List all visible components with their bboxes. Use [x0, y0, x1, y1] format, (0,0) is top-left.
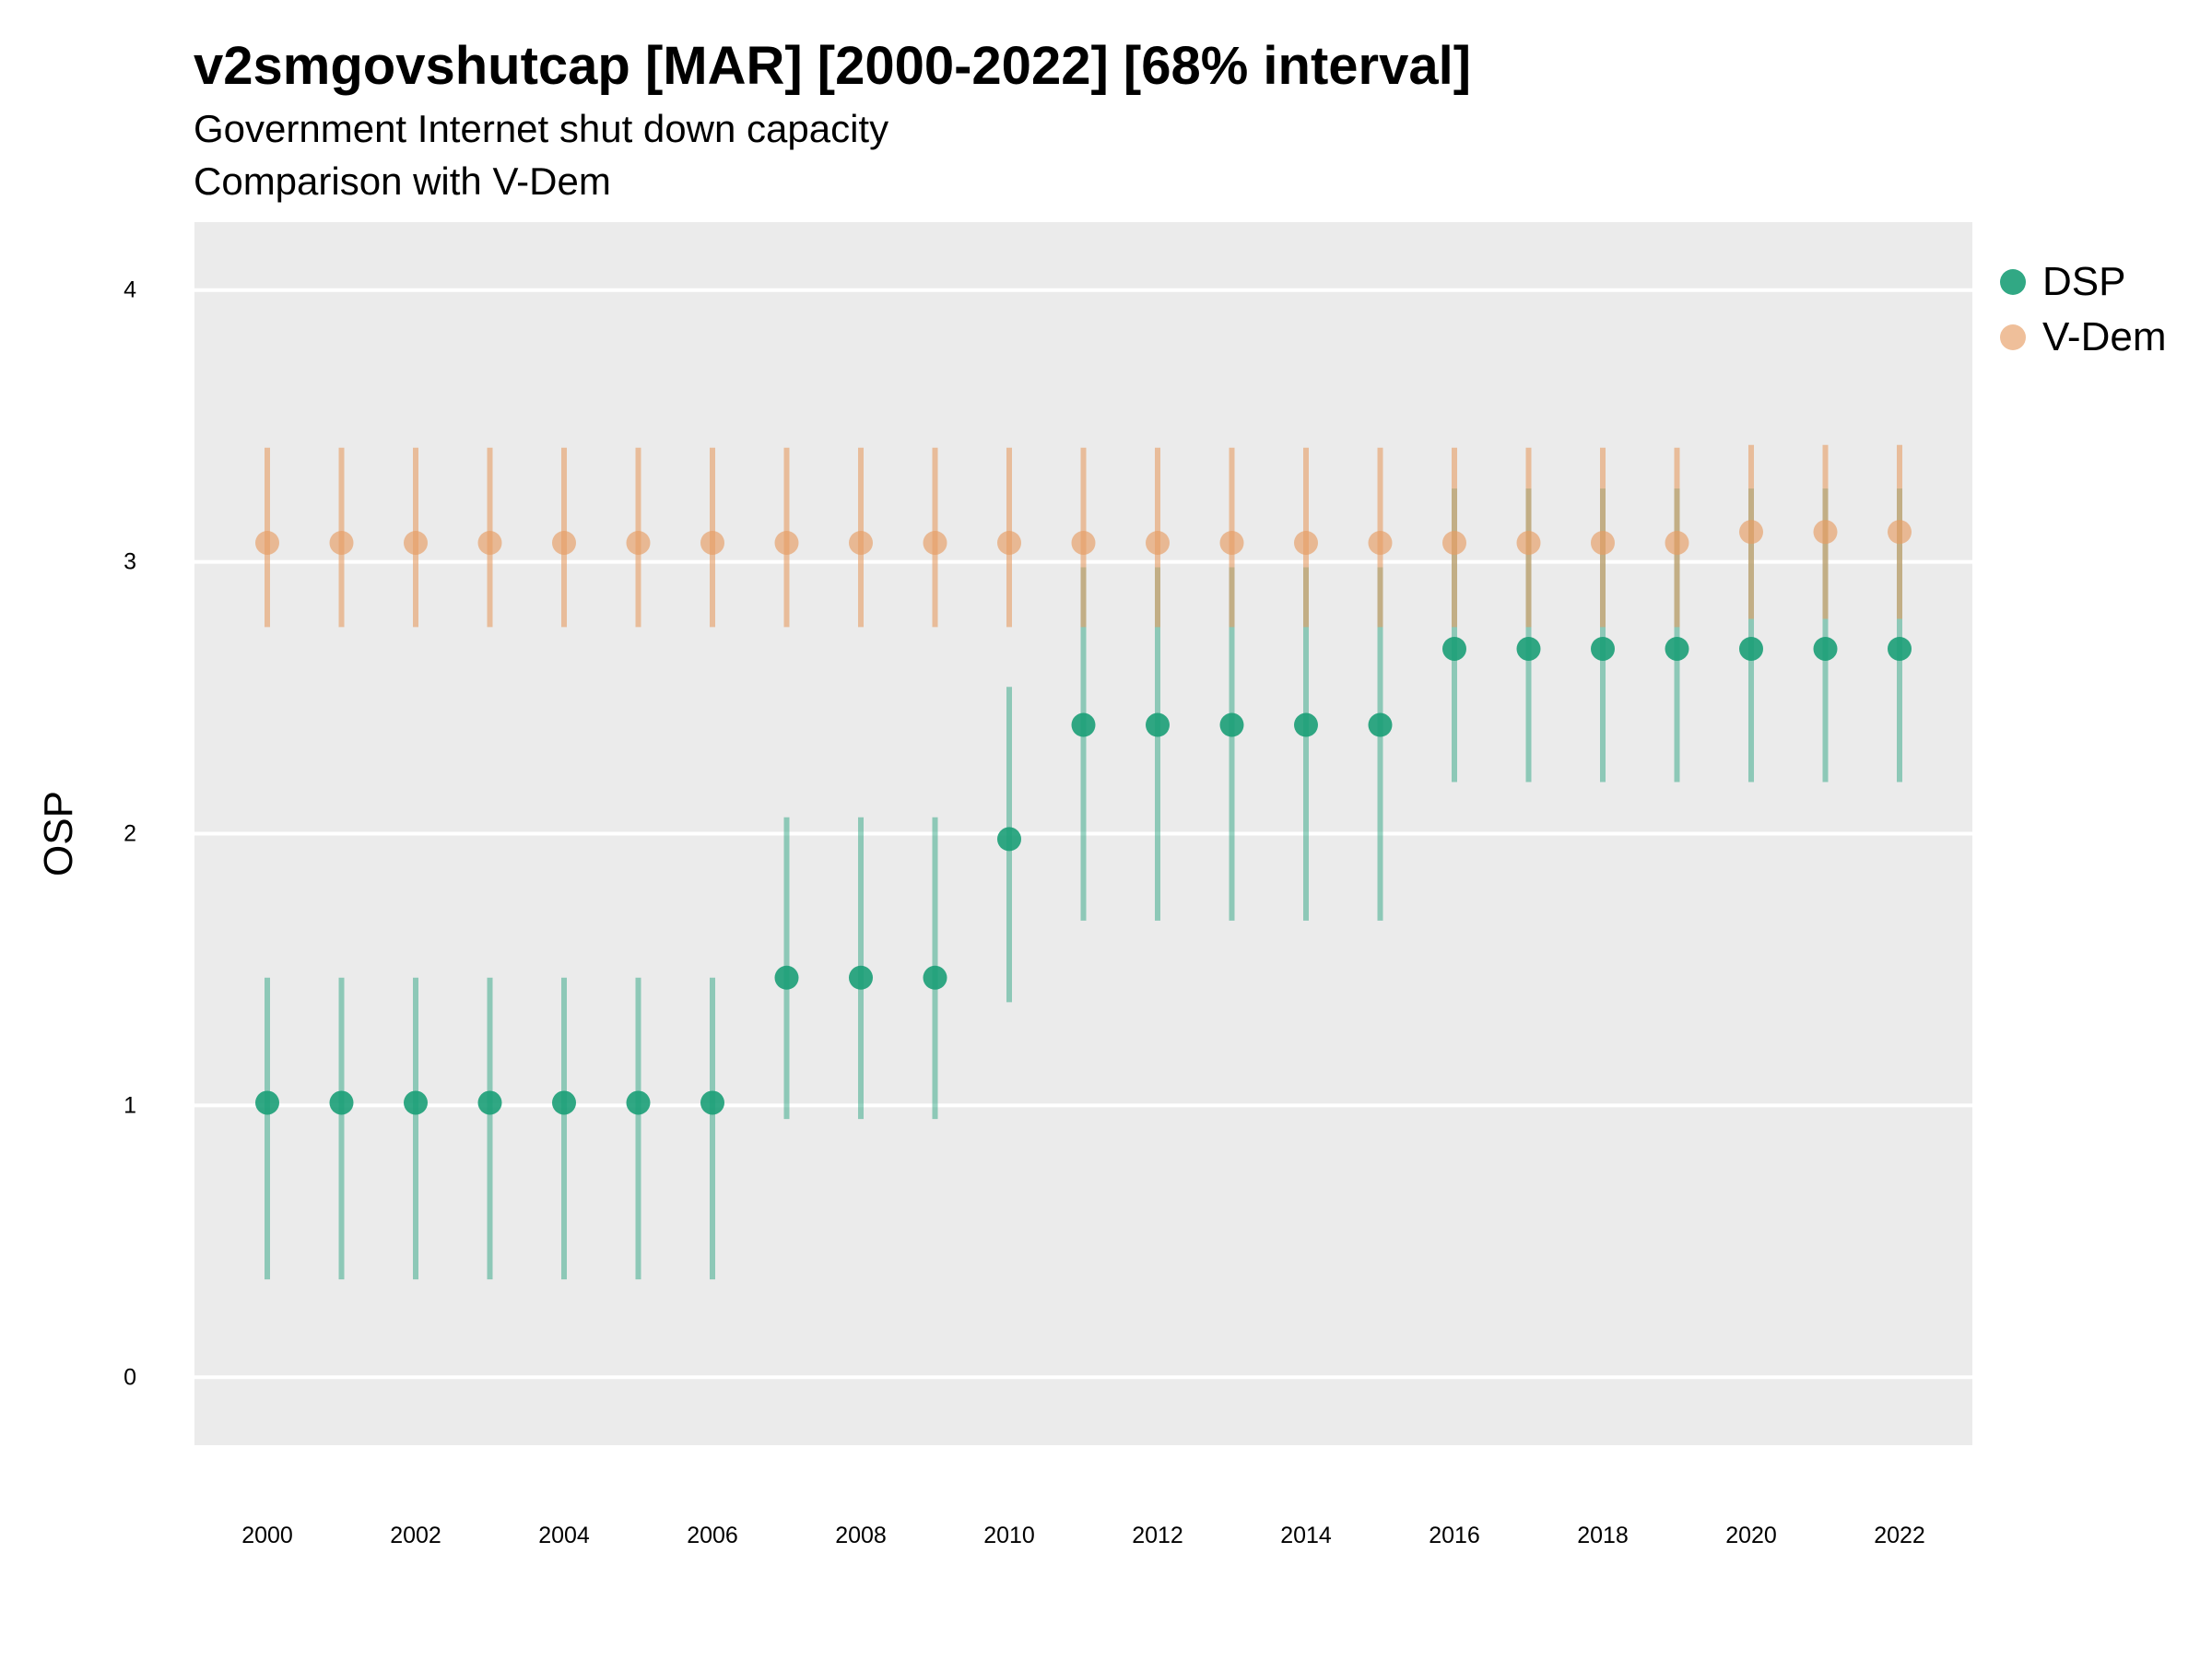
legend-dsp-label: DSP: [2042, 259, 2126, 304]
x-tick-label: 2000: [241, 1523, 293, 1548]
data-point-dsp: [1294, 712, 1318, 737]
data-point-dsp: [849, 965, 873, 990]
data-point-dsp: [1888, 636, 1912, 661]
data-point-vdem: [1665, 530, 1689, 555]
x-tick-label: 2014: [1280, 1523, 1332, 1548]
data-point-vdem: [552, 530, 576, 555]
data-point-dsp: [1813, 636, 1838, 661]
data-point-vdem: [1294, 530, 1318, 555]
data-point-dsp: [923, 965, 947, 990]
data-point-dsp: [626, 1090, 651, 1115]
data-point-vdem: [1071, 530, 1096, 555]
data-point-vdem: [477, 530, 502, 555]
data-point-dsp: [1368, 712, 1393, 737]
data-point-dsp: [1665, 636, 1689, 661]
legend-vdem-marker: [2000, 324, 2026, 350]
x-tick-label: 2018: [1577, 1523, 1629, 1548]
legend-item-vdem: V-Dem: [2000, 310, 2166, 365]
x-tick-label: 2012: [1132, 1523, 1183, 1548]
data-point-dsp: [477, 1090, 502, 1115]
data-point-vdem: [849, 530, 873, 555]
data-point-vdem: [404, 530, 428, 555]
data-point-dsp: [1516, 636, 1541, 661]
legend-item-dsp: DSP: [2000, 254, 2166, 310]
y-tick-label: 2: [124, 821, 136, 847]
legend: DSP V-Dem: [2000, 254, 2166, 365]
data-point-vdem: [329, 530, 354, 555]
x-tick-label: 2016: [1429, 1523, 1480, 1548]
data-point-vdem: [1442, 530, 1466, 555]
data-point-dsp: [1219, 712, 1244, 737]
data-point-dsp: [1591, 636, 1615, 661]
x-tick-label: 2002: [390, 1523, 441, 1548]
x-tick-label: 2004: [538, 1523, 590, 1548]
chart-subtitle-comparison: Comparison with V-Dem: [194, 159, 611, 203]
data-point-dsp: [255, 1090, 279, 1115]
data-point-dsp: [1739, 636, 1763, 661]
data-point-dsp: [700, 1090, 724, 1115]
data-point-vdem: [1516, 530, 1541, 555]
data-point-vdem: [997, 530, 1021, 555]
data-point-dsp: [552, 1090, 576, 1115]
data-point-vdem: [923, 530, 947, 555]
data-point-dsp: [774, 965, 799, 990]
legend-vdem-label: V-Dem: [2042, 314, 2167, 359]
data-point-dsp: [1442, 636, 1466, 661]
x-tick-label: 2010: [983, 1523, 1035, 1548]
data-point-dsp: [404, 1090, 428, 1115]
data-point-vdem: [1888, 520, 1912, 545]
data-point-vdem: [1813, 520, 1838, 545]
legend-dsp-marker: [2000, 269, 2026, 295]
data-point-dsp: [1146, 712, 1170, 737]
y-tick-label: 4: [124, 277, 136, 303]
data-point-vdem: [1146, 530, 1170, 555]
y-tick-label: 3: [124, 549, 136, 575]
y-tick-label: 0: [124, 1364, 136, 1390]
y-tick-label: 1: [124, 1092, 136, 1118]
data-point-vdem: [626, 530, 651, 555]
data-point-vdem: [255, 530, 279, 555]
x-tick-label: 2008: [835, 1523, 887, 1548]
data-point-dsp: [329, 1090, 354, 1115]
x-tick-label: 2022: [1874, 1523, 1925, 1548]
chart-title: v2smgovshutcap [MAR] [2000-2022] [68% in…: [194, 36, 1472, 96]
data-point-vdem: [774, 530, 799, 555]
data-point-dsp: [997, 827, 1021, 852]
data-point-vdem: [1591, 530, 1615, 555]
data-point-dsp: [1071, 712, 1096, 737]
data-point-vdem: [1219, 530, 1244, 555]
x-tick-label: 2006: [687, 1523, 738, 1548]
data-point-vdem: [1368, 530, 1393, 555]
data-point-vdem: [700, 530, 724, 555]
chart-subtitle: Government Internet shut down capacity: [194, 107, 889, 150]
data-point-vdem: [1739, 520, 1763, 545]
x-tick-label: 2020: [1725, 1523, 1777, 1548]
y-axis-label: OSP: [36, 791, 81, 877]
